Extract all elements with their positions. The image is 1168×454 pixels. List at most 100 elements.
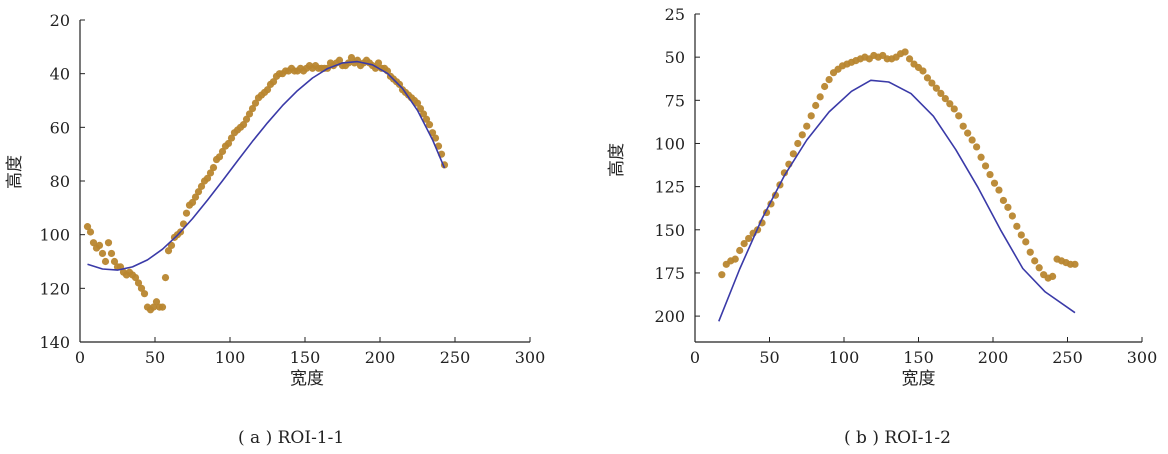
x-tick-label: 100 <box>829 348 860 367</box>
data-point <box>191 193 200 201</box>
y-tick-label: 150 <box>654 221 685 240</box>
x-tick-label: 100 <box>215 348 246 367</box>
data-point <box>248 104 257 113</box>
x-tick-label: 250 <box>440 348 471 367</box>
y-axis-label: 高度 <box>607 143 627 177</box>
data-point <box>86 228 95 236</box>
data-point <box>1031 257 1039 265</box>
data-point <box>107 249 116 258</box>
data-point <box>731 255 739 263</box>
data-point <box>83 223 92 231</box>
data-point <box>798 131 806 139</box>
data-point <box>794 139 802 148</box>
data-point <box>736 246 744 255</box>
data-point <box>923 74 932 82</box>
chart-b: 0 50 100 150 200 250 300 25 50 75 100 125 150 175 200 宽… <box>607 5 1157 389</box>
chart-a: 0 50 100 150 200 250 300 20 40 60 80 100 120 140 宽度 高度 <box>5 11 545 389</box>
caption-b: ( b ) ROI-1-2 <box>844 428 951 448</box>
data-point <box>807 112 815 120</box>
y-tick-label: 100 <box>39 226 70 245</box>
x-tick-label: 50 <box>145 348 165 367</box>
data-point <box>1013 222 1021 230</box>
data-point <box>1004 203 1012 211</box>
x-tick-label: 50 <box>759 348 779 367</box>
data-point <box>104 239 113 247</box>
data-point <box>203 174 212 182</box>
data-point <box>968 136 976 144</box>
y-tick-label: 50 <box>665 48 685 67</box>
y-tick-label: 20 <box>50 11 70 30</box>
data-point <box>1035 264 1043 272</box>
data-point <box>932 84 940 92</box>
data-point <box>718 271 726 279</box>
data-point <box>973 143 981 151</box>
data-point <box>224 139 233 148</box>
data-point <box>209 163 218 172</box>
data-point <box>251 99 260 107</box>
x-tick-label: 250 <box>1052 348 1083 367</box>
data-point <box>158 303 167 311</box>
y-tick-label: 80 <box>50 172 70 191</box>
data-point <box>161 274 170 282</box>
data-point <box>1022 238 1030 246</box>
x-tick-label: 300 <box>515 348 546 367</box>
y-tick-label: 140 <box>39 333 70 352</box>
data-point <box>999 196 1008 205</box>
data-point <box>955 112 963 120</box>
data-point <box>1071 260 1079 268</box>
y-tick-label: 120 <box>39 279 70 298</box>
data-point <box>937 89 945 98</box>
y-axis-label: 高度 <box>5 155 25 189</box>
data-point <box>263 86 272 94</box>
y-tick-label: 200 <box>654 307 685 326</box>
data-point <box>335 56 344 64</box>
data-point <box>269 78 278 86</box>
data-point <box>194 188 203 196</box>
data-point <box>1008 212 1016 220</box>
data-point <box>188 198 197 207</box>
data-point <box>825 76 833 84</box>
data-point <box>959 122 967 130</box>
data-point <box>1017 231 1025 239</box>
data-point <box>182 209 191 217</box>
data-point <box>1049 272 1057 280</box>
data-point <box>371 64 380 72</box>
x-tick-label: 150 <box>290 348 321 367</box>
x-tick-label: 200 <box>365 348 396 367</box>
y-tick-label: 175 <box>654 264 685 283</box>
data-point <box>167 241 176 249</box>
data-point <box>413 99 422 107</box>
data-point <box>149 303 158 311</box>
data-point <box>110 257 119 266</box>
data-point <box>425 121 434 129</box>
data-point <box>152 298 161 306</box>
data-point <box>812 101 820 110</box>
data-point <box>215 153 224 161</box>
data-point <box>905 55 914 63</box>
data-point <box>140 290 149 298</box>
data-point <box>1026 248 1034 256</box>
data-point <box>964 129 972 137</box>
data-point <box>977 153 985 161</box>
data-point <box>740 240 748 248</box>
data-point <box>816 93 824 101</box>
data-point <box>101 257 110 266</box>
data-point <box>995 186 1003 194</box>
data-point <box>239 121 248 129</box>
data-point <box>95 241 104 249</box>
fit-curve <box>718 79 1076 322</box>
data-point <box>242 115 251 123</box>
data-point <box>419 110 428 118</box>
data-point <box>416 104 425 113</box>
data-point <box>431 134 440 142</box>
data-point <box>919 67 927 75</box>
data-point <box>206 169 215 177</box>
y-tick-label: 60 <box>50 118 70 137</box>
x-tick-label: 150 <box>903 348 934 367</box>
data-point <box>218 147 227 156</box>
fit-curve <box>87 60 446 271</box>
y-tick-label: 100 <box>654 134 685 153</box>
data-point <box>98 249 107 258</box>
x-tick-label: 300 <box>1127 348 1158 367</box>
